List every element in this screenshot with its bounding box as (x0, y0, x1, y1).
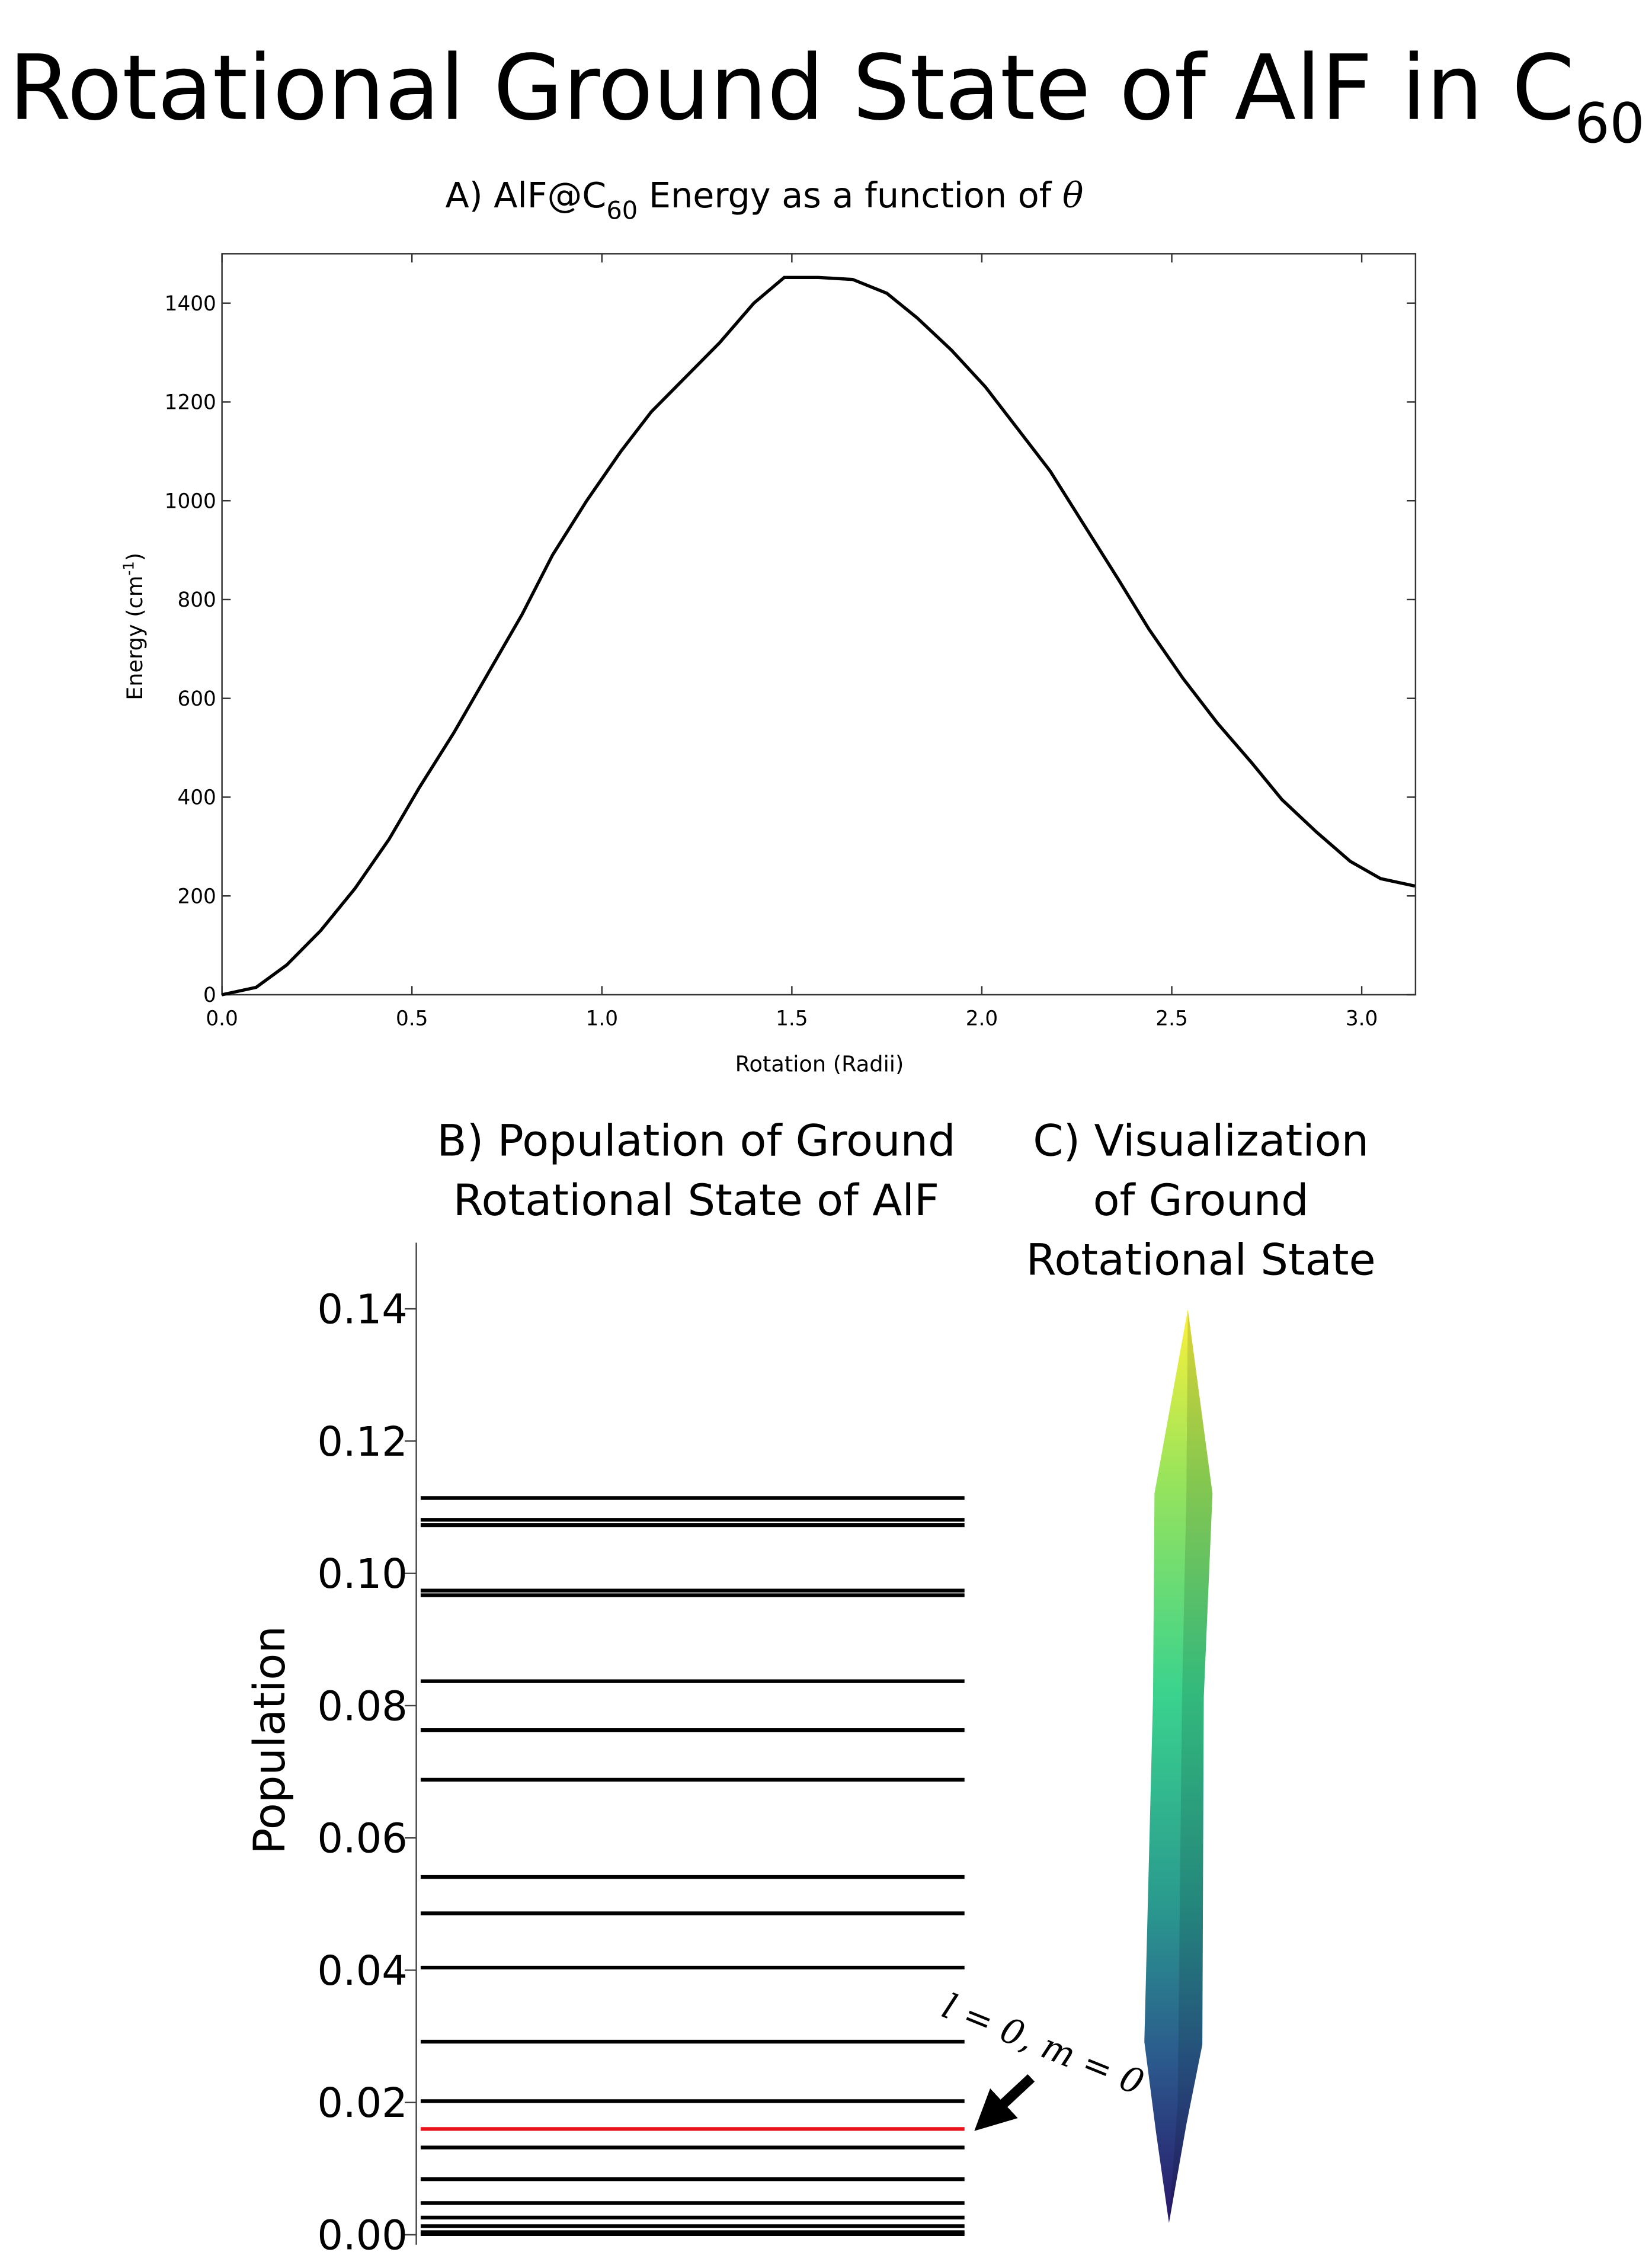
x-axis-label: Rotation (Radii) (735, 1052, 904, 1077)
x-tick-label: 3.0 (1346, 1007, 1378, 1030)
x-tick-label: 2.0 (966, 1007, 998, 1030)
y-axis-label: Population (245, 1626, 295, 1854)
title-text: Energy as a function of (638, 175, 1062, 216)
y-tick-label: 0.10 (317, 1550, 408, 1598)
figure-title: Rotational Ground State of AlF in C60 (9, 36, 1645, 155)
x-tick-label: 2.5 (1155, 1007, 1187, 1030)
chart-title: A) AlF@C60 Energy as a function of θ (446, 175, 1084, 225)
y-tick-label: 0.04 (317, 1947, 408, 1995)
annotation: l = 0, m = 0 (937, 1985, 1150, 2103)
title-text: Rotational Ground State of AlF in C (9, 36, 1575, 140)
y-tick-label: 0.12 (317, 1418, 408, 1466)
ground-state-surface (1144, 1309, 1213, 2224)
title-line: C) Visualization (1033, 1116, 1369, 1167)
title-subscript: 60 (606, 196, 638, 225)
title-line: of Ground (1093, 1175, 1309, 1226)
x-tick-label: 0.0 (206, 1007, 238, 1030)
title-line: Rotational State (1026, 1235, 1376, 1285)
title-symbol: θ (1062, 175, 1083, 216)
y-tick-label: 1400 (165, 292, 216, 316)
y-tick-label: 800 (177, 588, 216, 612)
x-tick-label: 1.5 (776, 1007, 808, 1030)
y-tick-label: 0.06 (317, 1815, 408, 1863)
y-tick-label: 0.02 (317, 2080, 408, 2127)
panel-c-title: C) Visualization of Ground Rotational Stat… (1026, 1116, 1376, 1286)
plot-frame (221, 253, 1417, 996)
label-text: ) (122, 553, 148, 561)
panel-c: C) Visualization of Ground Rotational Stat… (1026, 1116, 1376, 2224)
y-axis-label: Energy (cm-1) (120, 553, 148, 700)
chart-title: Rotational State of AlF (453, 1175, 939, 1226)
x-tick-label: 0.5 (396, 1007, 428, 1030)
y-tick-label: 400 (177, 786, 216, 810)
y-tick-label: 200 (177, 885, 216, 908)
y-tick-label: 1200 (165, 391, 216, 415)
y-tick-label: 600 (177, 687, 216, 711)
y-tick-label: 0.00 (317, 2212, 408, 2259)
y-tick-label: 0.14 (317, 1286, 408, 1334)
x-tick-label: 1.0 (586, 1007, 618, 1030)
surface-shade (1168, 1309, 1213, 2224)
annotation-arrow (974, 2074, 1035, 2131)
title-subscript: 60 (1574, 91, 1644, 155)
y-tick-label: 0 (203, 983, 216, 1007)
y-tick-label: 1000 (165, 489, 216, 513)
energy-line (222, 275, 1416, 997)
title-text: A) AlF@C (446, 175, 607, 216)
label-text: Energy (cm (122, 575, 148, 700)
y-tick-label: 0.08 (317, 1683, 408, 1730)
chart-title: B) Population of Ground (437, 1116, 955, 1167)
label-superscript: -1 (120, 561, 137, 575)
